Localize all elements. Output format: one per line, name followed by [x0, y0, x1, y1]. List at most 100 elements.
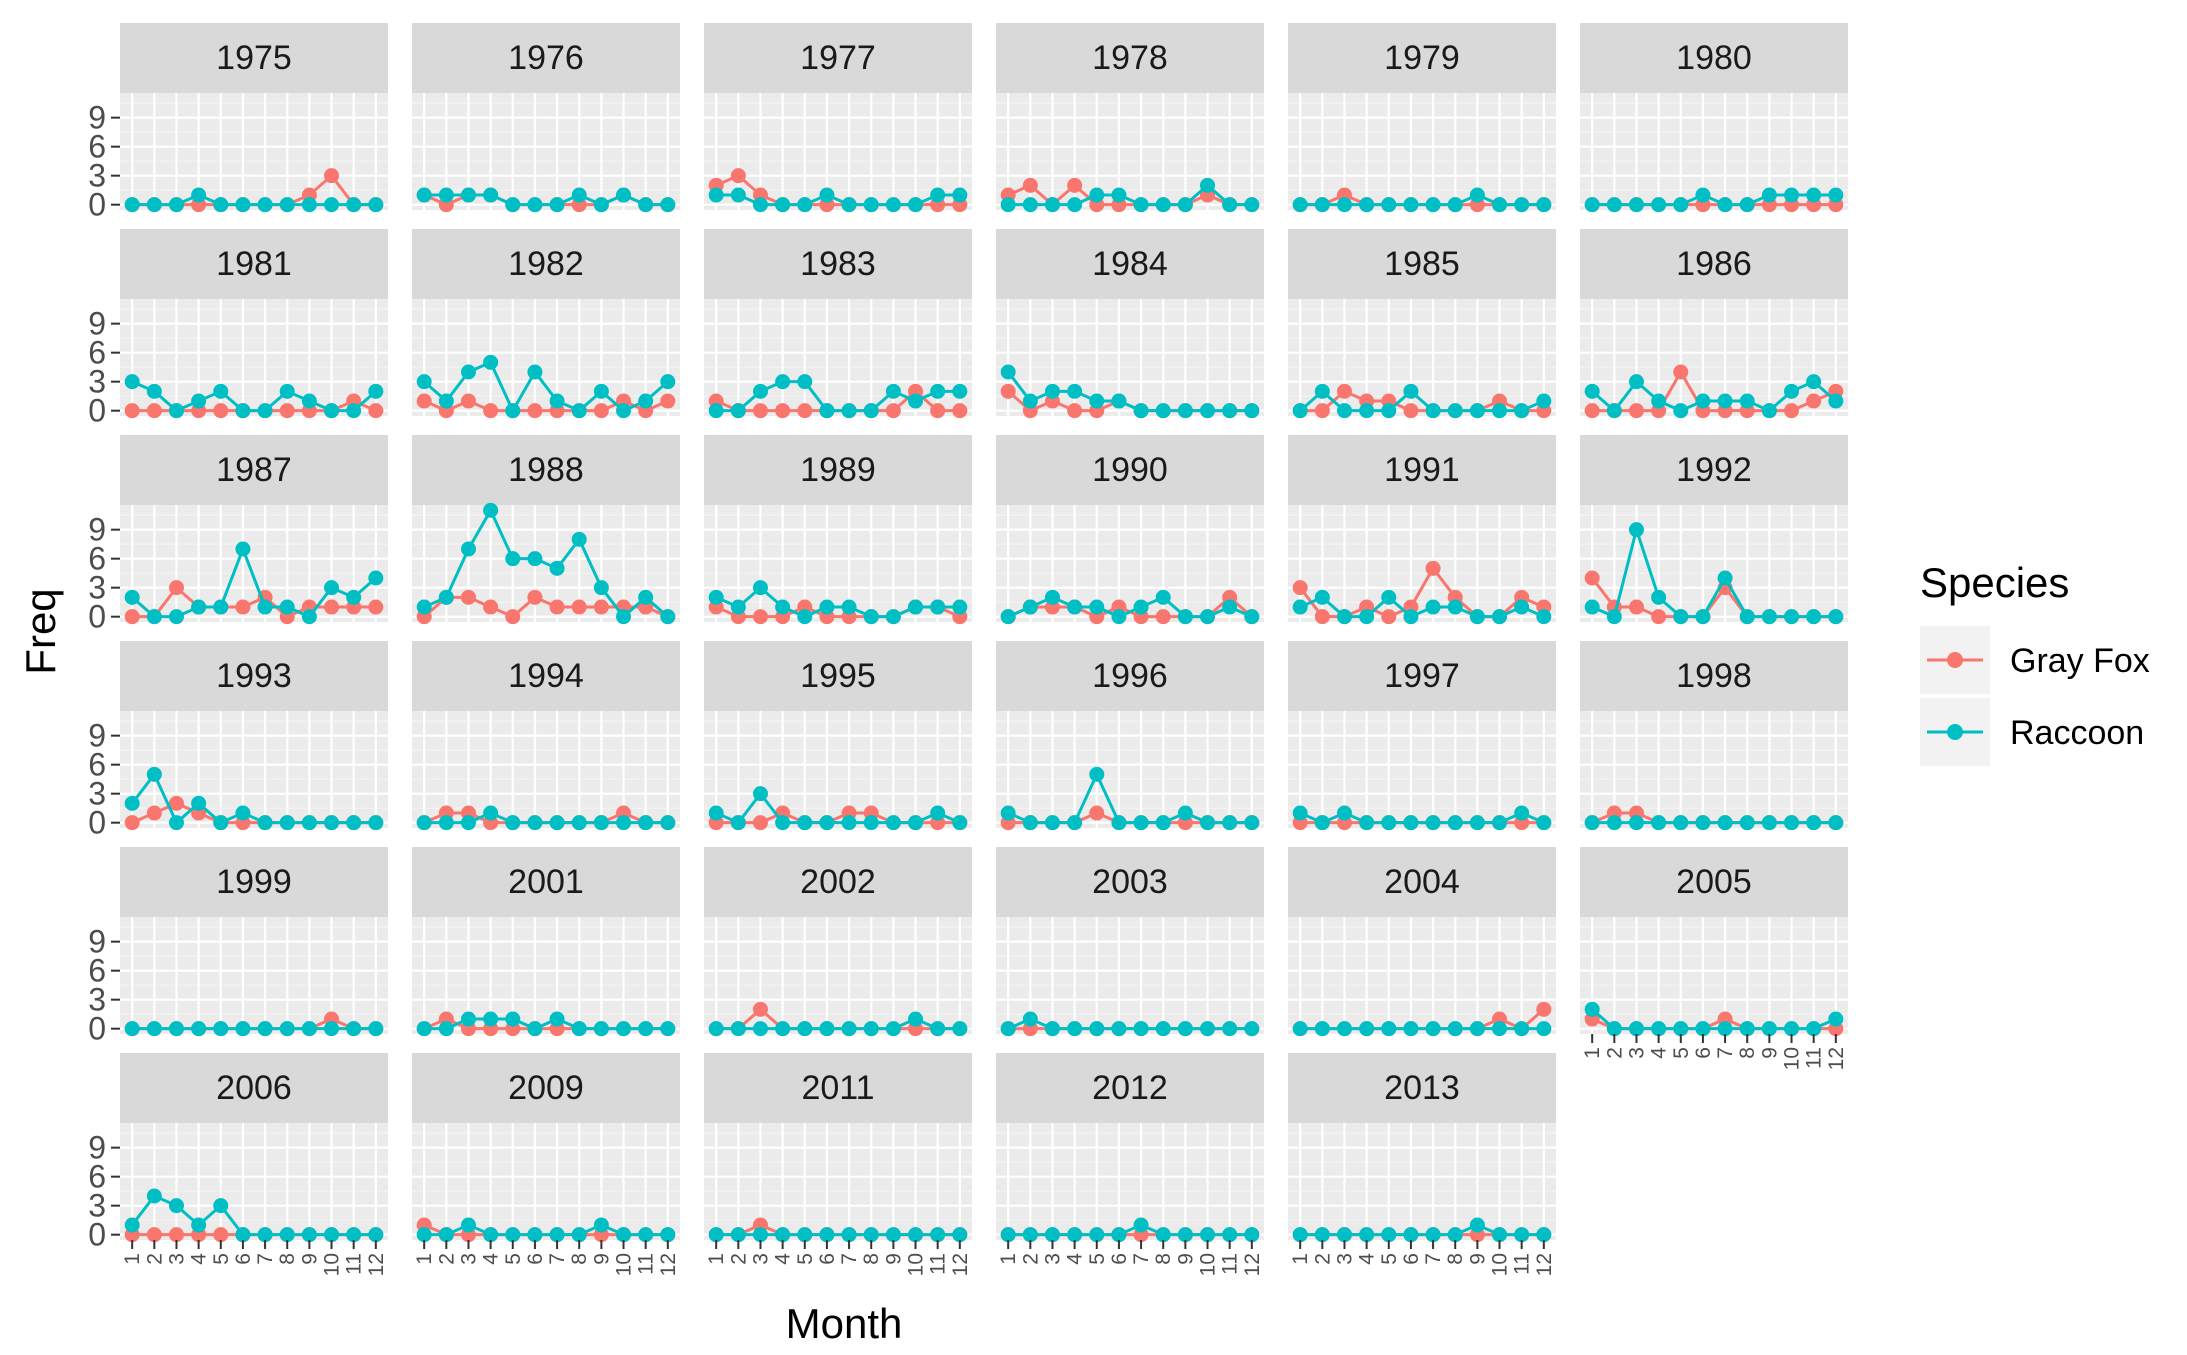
data-point-raccoon — [1177, 1227, 1193, 1243]
data-point-raccoon — [1695, 187, 1711, 203]
data-point-raccoon — [730, 1227, 746, 1243]
data-point-raccoon — [346, 197, 362, 213]
data-point-raccoon — [1133, 403, 1149, 419]
data-point-raccoon — [1425, 403, 1441, 419]
x-tick-label: 11 — [1511, 1253, 1534, 1275]
data-point-raccoon — [1673, 815, 1689, 831]
data-point-raccoon — [191, 187, 207, 203]
data-point-raccoon — [1695, 1021, 1711, 1037]
facet-strip — [1288, 23, 1556, 93]
panel-background — [120, 917, 388, 1034]
facet-strip-label: 2012 — [1092, 1069, 1168, 1107]
facet-panel-1989: 1989 — [704, 435, 972, 625]
data-point-raccoon — [1492, 609, 1508, 625]
facet-panel-1986: 1986 — [1580, 229, 1848, 419]
data-point-raccoon — [1177, 403, 1193, 419]
data-point-raccoon — [1717, 197, 1733, 213]
x-axis-title: Month — [786, 1300, 903, 1347]
data-point-raccoon — [549, 1011, 565, 1027]
data-point-raccoon — [908, 815, 924, 831]
data-point-gray-fox — [752, 609, 768, 625]
data-point-raccoon — [571, 531, 587, 547]
y-tick-label: 9 — [88, 306, 106, 342]
data-point-gray-fox — [146, 403, 162, 419]
facet-strip-label: 2002 — [800, 863, 876, 901]
x-tick-label: 3 — [165, 1253, 188, 1265]
x-tick-label: 2 — [1019, 1253, 1042, 1265]
legend-label: Raccoon — [2010, 714, 2144, 752]
data-point-raccoon — [168, 609, 184, 625]
data-point-gray-fox — [571, 599, 587, 615]
data-point-raccoon — [1000, 197, 1016, 213]
facet-strip-label: 1992 — [1676, 451, 1752, 489]
data-point-raccoon — [1022, 599, 1038, 615]
x-tick-label: 7 — [254, 1253, 277, 1265]
data-point-raccoon — [1806, 609, 1822, 625]
data-point-raccoon — [1155, 1227, 1171, 1243]
y-tick-label: 3 — [88, 1188, 106, 1224]
x-tick-label: 8 — [276, 1253, 299, 1265]
data-point-raccoon — [1022, 815, 1038, 831]
facet-strip — [412, 229, 680, 299]
facet-strip-label: 2013 — [1384, 1069, 1460, 1107]
data-point-raccoon — [819, 403, 835, 419]
data-point-raccoon — [1111, 815, 1127, 831]
data-point-raccoon — [1292, 1227, 1308, 1243]
x-tick-label: 3 — [1041, 1253, 1064, 1265]
data-point-raccoon — [1089, 599, 1105, 615]
data-point-raccoon — [1425, 1021, 1441, 1037]
data-point-raccoon — [1492, 1021, 1508, 1037]
data-point-raccoon — [1403, 197, 1419, 213]
data-point-raccoon — [638, 1021, 654, 1037]
data-point-raccoon — [819, 1227, 835, 1243]
x-tick-label: 10 — [905, 1253, 928, 1276]
data-point-gray-fox — [368, 403, 384, 419]
data-point-raccoon — [1403, 815, 1419, 831]
data-point-gray-fox — [752, 403, 768, 419]
data-point-raccoon — [1200, 815, 1216, 831]
data-point-raccoon — [1784, 187, 1800, 203]
facet-panel-1976: 1976 — [412, 23, 680, 213]
data-point-raccoon — [908, 1011, 924, 1027]
y-tick-label: 9 — [88, 718, 106, 754]
data-point-raccoon — [346, 815, 362, 831]
data-point-raccoon — [1222, 1021, 1238, 1037]
data-point-raccoon — [1067, 1227, 1083, 1243]
data-point-raccoon — [1044, 383, 1060, 399]
facet-strip-label: 1983 — [800, 245, 876, 283]
data-point-gray-fox — [1155, 609, 1171, 625]
data-point-raccoon — [1695, 393, 1711, 409]
facet-strip — [1580, 229, 1848, 299]
data-point-gray-fox — [168, 795, 184, 811]
data-point-raccoon — [301, 1227, 317, 1243]
data-point-raccoon — [213, 1021, 229, 1037]
data-point-gray-fox — [235, 599, 251, 615]
data-point-gray-fox — [1292, 580, 1308, 596]
x-tick-label: 9 — [298, 1253, 321, 1265]
data-point-raccoon — [1067, 197, 1083, 213]
facet-panel-1990: 1990 — [996, 435, 1264, 625]
data-point-raccoon — [1536, 815, 1552, 831]
y-tick-label: 6 — [88, 1159, 106, 1195]
data-point-raccoon — [1651, 589, 1667, 605]
data-point-raccoon — [1469, 403, 1485, 419]
data-point-raccoon — [819, 815, 835, 831]
data-point-gray-fox — [752, 815, 768, 831]
data-point-gray-fox — [930, 403, 946, 419]
data-point-raccoon — [1222, 1227, 1238, 1243]
data-point-gray-fox — [1067, 403, 1083, 419]
data-point-raccoon — [549, 1227, 565, 1243]
data-point-raccoon — [460, 1011, 476, 1027]
data-point-raccoon — [1336, 1021, 1352, 1037]
data-point-raccoon — [235, 1227, 251, 1243]
x-tick-label: 6 — [232, 1253, 255, 1265]
data-point-raccoon — [1200, 1227, 1216, 1243]
data-point-raccoon — [1133, 599, 1149, 615]
x-tick-label: 2 — [435, 1253, 458, 1265]
data-point-raccoon — [616, 187, 632, 203]
facet-panel-1998: 1998 — [1580, 641, 1848, 831]
x-tick-label: 7 — [838, 1253, 861, 1265]
data-point-raccoon — [1244, 197, 1260, 213]
